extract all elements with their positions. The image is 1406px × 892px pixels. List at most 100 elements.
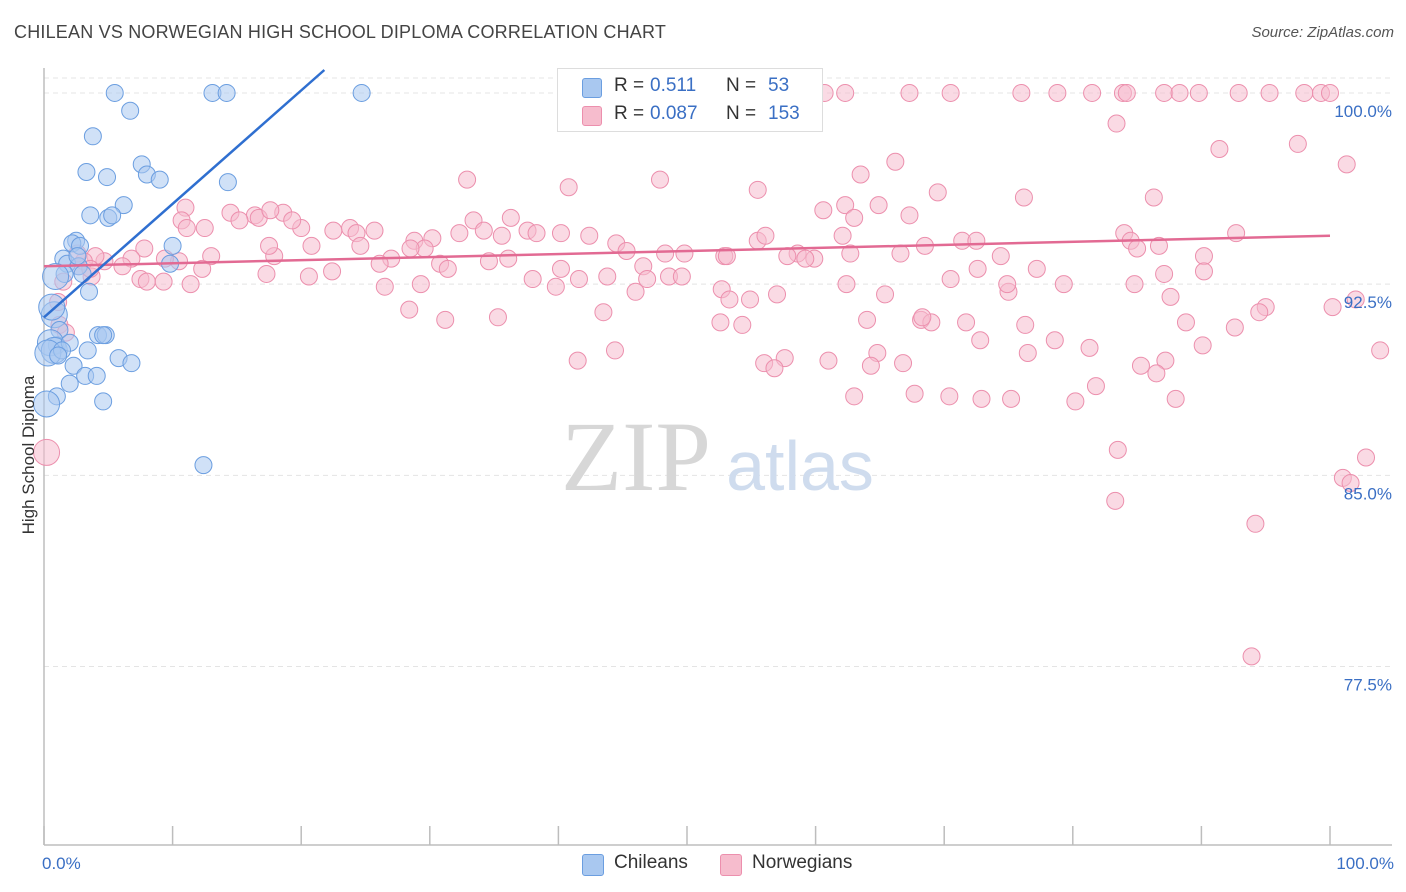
norwegian-point — [841, 244, 860, 263]
norwegian-point — [137, 272, 156, 291]
y-tick-label: 77.5% — [1344, 676, 1392, 695]
chilean-point — [194, 456, 213, 475]
norwegian-point — [527, 224, 546, 243]
norwegian-point — [675, 244, 694, 263]
norwegian-point — [568, 351, 587, 370]
bottom-legend-label: Norwegians — [752, 852, 853, 873]
norwegian-point — [1144, 188, 1163, 207]
watermark-atlas: atlas — [726, 427, 874, 505]
norwegian-point — [1125, 275, 1144, 294]
norwegian-point — [1371, 341, 1390, 360]
norwegian-point — [778, 247, 797, 266]
y-tick-label: 100.0% — [1334, 102, 1392, 121]
norwegian-point — [1323, 298, 1342, 317]
norwegian-point — [971, 331, 990, 350]
norwegian-point — [135, 239, 154, 258]
norwegian-point — [1066, 392, 1085, 411]
norwegian-point — [1288, 134, 1307, 153]
norwegian-point — [913, 308, 932, 327]
tick-labels: 100.0% 92.5% 85.0% 77.5% 0.0% 100.0% — [42, 102, 1394, 873]
norwegian-point — [1108, 440, 1127, 459]
norwegian-point — [365, 221, 384, 240]
norwegian-point — [741, 290, 760, 309]
legend-n-value: 53 — [768, 75, 790, 96]
norwegian-point — [474, 221, 493, 240]
norwegian-point — [1260, 83, 1279, 102]
chilean-point — [33, 390, 61, 418]
norwegian-point — [1357, 448, 1376, 467]
norwegian-point — [154, 272, 173, 291]
norwegian-point — [177, 219, 196, 238]
bottom-swatch-pink — [720, 854, 742, 876]
norwegian-point — [998, 275, 1017, 294]
norwegian-point — [1170, 83, 1189, 102]
norwegian-point — [1193, 336, 1212, 355]
norwegian-point — [1117, 83, 1136, 102]
norwegian-point — [733, 315, 752, 334]
norwegian-point — [181, 275, 200, 294]
legend-n-label: N = — [726, 103, 757, 124]
norwegian-point — [1155, 264, 1174, 283]
norwegian-point — [1027, 259, 1046, 278]
norwegian-point — [894, 354, 913, 373]
norwegian-point — [940, 387, 959, 406]
norwegian-point — [720, 290, 739, 309]
norwegian-point — [836, 83, 855, 102]
norwegian-point — [401, 239, 420, 258]
legend-n-value: 153 — [768, 103, 800, 124]
chilean-point — [77, 162, 96, 181]
norwegian-point — [941, 83, 960, 102]
norwegian-point — [302, 236, 321, 255]
norwegian-point — [1080, 338, 1099, 357]
x-tick-label-start: 0.0% — [42, 854, 81, 873]
norwegian-point — [900, 206, 919, 225]
norwegian-point — [1128, 239, 1147, 258]
x-tick-label-end: 100.0% — [1336, 854, 1394, 873]
norwegian-point — [861, 356, 880, 375]
legend-row-norwegians: R = 0.087 N = 153 — [558, 101, 822, 129]
norwegian-point — [501, 208, 520, 227]
norwegian-point — [1014, 188, 1033, 207]
norwegian-point — [1295, 83, 1314, 102]
norwegian-point — [1337, 155, 1356, 174]
chilean-point — [80, 282, 99, 301]
norwegian-point — [605, 341, 624, 360]
legend-swatch-blue — [582, 78, 602, 98]
norwegian-point — [845, 208, 864, 227]
legend-r-value: 0.087 — [650, 103, 698, 124]
norwegian-point — [1176, 313, 1195, 332]
chilean-point — [122, 354, 141, 373]
norwegian-point — [972, 389, 991, 408]
chilean-point — [78, 341, 97, 360]
norwegian-point — [851, 165, 870, 184]
chilean-point — [73, 264, 92, 283]
norwegian-point — [1131, 356, 1150, 375]
chilean-point — [83, 127, 102, 146]
grid-layer — [44, 77, 1392, 668]
chilean-point — [81, 206, 100, 225]
norwegian-point — [858, 310, 877, 329]
norwegian-point — [656, 244, 675, 263]
legend-swatch-pink — [582, 106, 602, 126]
norwegian-point — [283, 211, 302, 230]
norwegian-point — [819, 351, 838, 370]
norwegian-point — [1107, 114, 1126, 133]
norwegian-point — [1083, 83, 1102, 102]
norwegian-point — [1166, 389, 1185, 408]
norwegian-point — [869, 196, 888, 215]
norwegian-point — [436, 310, 455, 329]
norwegians-trend-line — [43, 234, 1331, 268]
chileans-points — [33, 83, 371, 475]
norwegian-point — [230, 211, 249, 230]
norwegian-point — [1246, 514, 1265, 533]
norwegian-point — [672, 267, 691, 286]
norwegian-point — [375, 277, 394, 296]
chilean-point — [94, 326, 113, 345]
chart-title: CHILEAN VS NORWEGIAN HIGH SCHOOL DIPLOMA… — [14, 22, 667, 42]
norwegian-point — [748, 180, 767, 199]
watermark: ZIP atlas — [561, 401, 874, 512]
chilean-point — [60, 374, 79, 393]
y-axis-label: High School Diploma — [19, 375, 38, 534]
chilean-point — [42, 262, 70, 290]
